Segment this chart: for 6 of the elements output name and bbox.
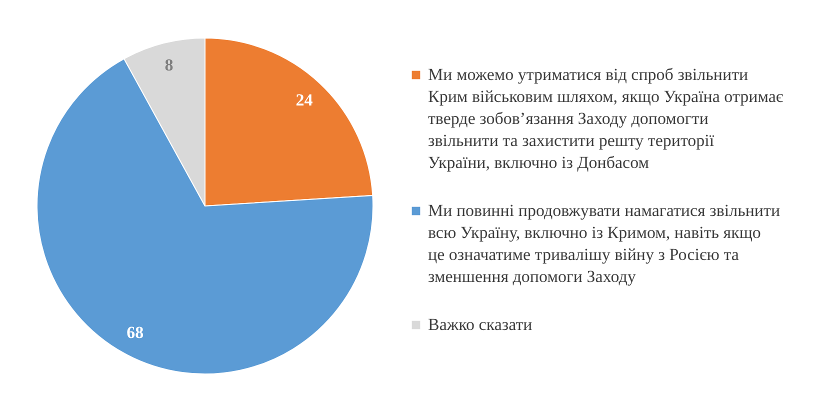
data-label: 8 xyxy=(164,56,174,75)
legend-label: Ми повинні продовжувати намагатися звільнити всю Україну, включно із Кримом, навіть якщо це означатиме тривалішу війну з Росією та зменшення допомоги Заходу xyxy=(428,201,780,286)
data-label: 68 xyxy=(126,323,144,342)
data-label: 24 xyxy=(296,90,314,110)
legend-label: Важко сказати xyxy=(428,315,532,334)
legend-label: Ми можемо утриматися від спроб звільнити Крим військовим шляхом, якщо Україна отримає тверде зобов’язання Заходу допомогти звільнити та захистити решту території України, включно із Донбасом xyxy=(428,65,784,172)
